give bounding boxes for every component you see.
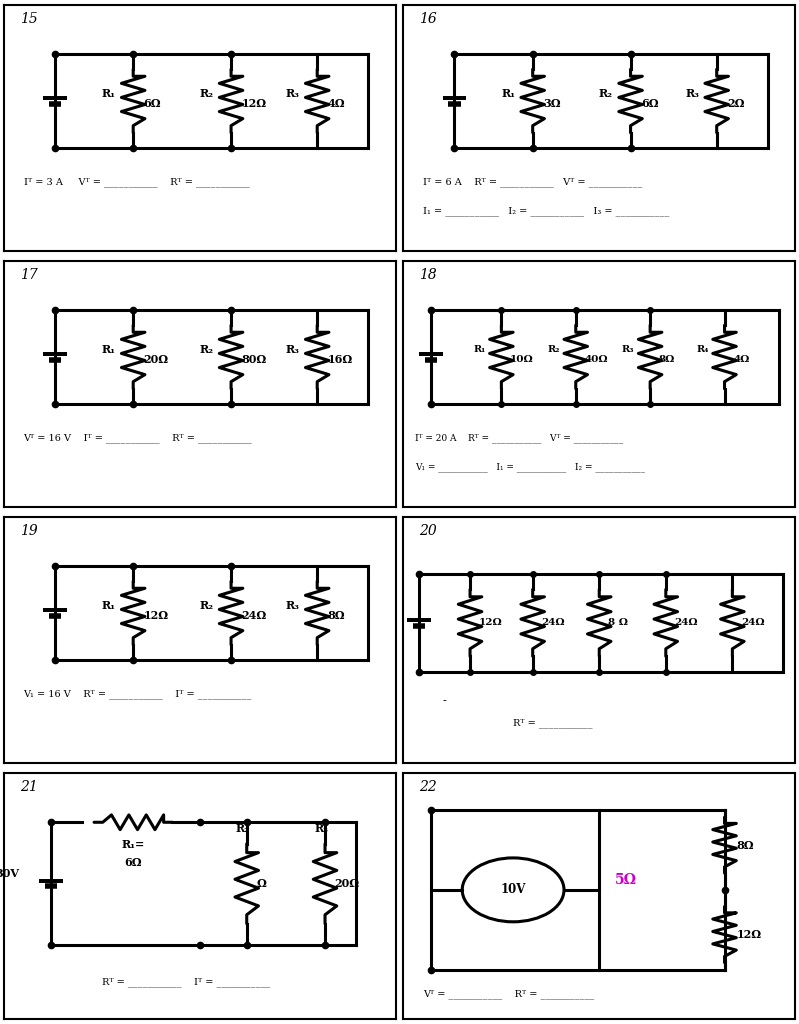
Text: Vᵀ = 16 V    Iᵀ = ___________    Rᵀ = ___________: Vᵀ = 16 V Iᵀ = ___________ Rᵀ = ________…: [24, 433, 252, 442]
Text: 16Ω: 16Ω: [328, 354, 352, 365]
Text: 30V: 30V: [0, 868, 20, 880]
Text: 15: 15: [20, 12, 38, 27]
Text: 6Ω: 6Ω: [143, 98, 161, 109]
Text: 20Ω: 20Ω: [335, 879, 360, 889]
Text: 19: 19: [20, 524, 38, 539]
Text: R₃: R₃: [285, 344, 300, 355]
Text: 12Ω: 12Ω: [737, 929, 761, 940]
Text: R₂: R₂: [200, 600, 213, 611]
Text: R₃: R₃: [285, 600, 300, 611]
Text: R₁=: R₁=: [121, 840, 145, 851]
Text: R₄: R₄: [697, 345, 709, 354]
Text: R₃: R₃: [622, 345, 634, 354]
Text: 12Ω: 12Ω: [143, 610, 169, 621]
Text: Rᵀ = ___________: Rᵀ = ___________: [513, 719, 593, 728]
Text: 22: 22: [419, 780, 437, 795]
Text: 20: 20: [419, 524, 437, 539]
Text: 12Ω: 12Ω: [479, 618, 503, 628]
Text: 6Ω: 6Ω: [125, 857, 142, 867]
Text: 40Ω: 40Ω: [584, 355, 608, 364]
Text: 80Ω: 80Ω: [241, 354, 267, 365]
Text: 8Ω: 8Ω: [737, 840, 754, 851]
Text: 4Ω: 4Ω: [328, 98, 345, 109]
Text: 18: 18: [419, 268, 437, 283]
Text: 24Ω: 24Ω: [741, 618, 765, 628]
Text: Rᵀ = ___________    Iᵀ = ___________: Rᵀ = ___________ Iᵀ = ___________: [102, 977, 270, 987]
Text: 21: 21: [20, 780, 38, 795]
Text: I₁ = ___________   I₂ = ___________   I₃ = ___________: I₁ = ___________ I₂ = ___________ I₃ = _…: [423, 207, 670, 216]
Text: 2Ω: 2Ω: [727, 98, 745, 109]
Text: 10Ω: 10Ω: [510, 355, 534, 364]
Text: Iᵀ = 3 A     Vᵀ = ___________    Rᵀ = ___________: Iᵀ = 3 A Vᵀ = ___________ Rᵀ = _________…: [24, 177, 249, 186]
Text: R₂: R₂: [200, 88, 213, 99]
Text: 8 Ω: 8 Ω: [608, 618, 628, 628]
Text: R₃: R₃: [285, 88, 300, 99]
Text: 8Ω: 8Ω: [328, 610, 345, 621]
Text: R₂: R₂: [236, 823, 250, 834]
Text: 24Ω: 24Ω: [674, 618, 698, 628]
Text: 12Ω: 12Ω: [241, 98, 266, 109]
Text: 8Ω: 8Ω: [658, 355, 675, 364]
Text: Ω: Ω: [256, 879, 266, 889]
Text: 20Ω: 20Ω: [143, 354, 169, 365]
Text: R₁: R₁: [101, 88, 116, 99]
Text: Vᵀ = ___________    Rᵀ = ___________: Vᵀ = ___________ Rᵀ = ___________: [423, 989, 594, 999]
Text: V₁ = ___________   I₁ = ___________   I₂ = ___________: V₁ = ___________ I₁ = ___________ I₂ = _…: [415, 463, 645, 472]
Text: 3Ω: 3Ω: [543, 98, 560, 109]
Text: Iᵀ = 6 A    Rᵀ = ___________   Vᵀ = ___________: Iᵀ = 6 A Rᵀ = ___________ Vᵀ = _________…: [423, 177, 642, 186]
Text: R₂: R₂: [547, 345, 560, 354]
Text: 6Ω: 6Ω: [641, 98, 658, 109]
Text: R₁: R₁: [501, 88, 515, 99]
Text: R₂: R₂: [599, 88, 613, 99]
Text: R₁: R₁: [101, 344, 116, 355]
Text: Iᵀ = 20 A    Rᵀ = ___________   Vᵀ = ___________: Iᵀ = 20 A Rᵀ = ___________ Vᵀ = ________…: [415, 433, 623, 442]
Text: 5Ω: 5Ω: [615, 873, 637, 887]
Text: R₁: R₁: [473, 345, 486, 354]
Text: 10V: 10V: [500, 884, 526, 896]
Text: R₂: R₂: [200, 344, 213, 355]
Text: 16: 16: [419, 12, 437, 27]
Text: 24Ω: 24Ω: [541, 618, 565, 628]
Text: V₁ = 16 V    Rᵀ = ___________    Iᵀ = ___________: V₁ = 16 V Rᵀ = ___________ Iᵀ = ________…: [24, 689, 252, 698]
Text: -: -: [443, 696, 447, 707]
Text: 4Ω: 4Ω: [733, 355, 749, 364]
Text: R₃: R₃: [314, 823, 328, 834]
Text: R₃: R₃: [685, 88, 699, 99]
Text: 17: 17: [20, 268, 38, 283]
Text: R₁: R₁: [101, 600, 116, 611]
Text: 24Ω: 24Ω: [241, 610, 267, 621]
